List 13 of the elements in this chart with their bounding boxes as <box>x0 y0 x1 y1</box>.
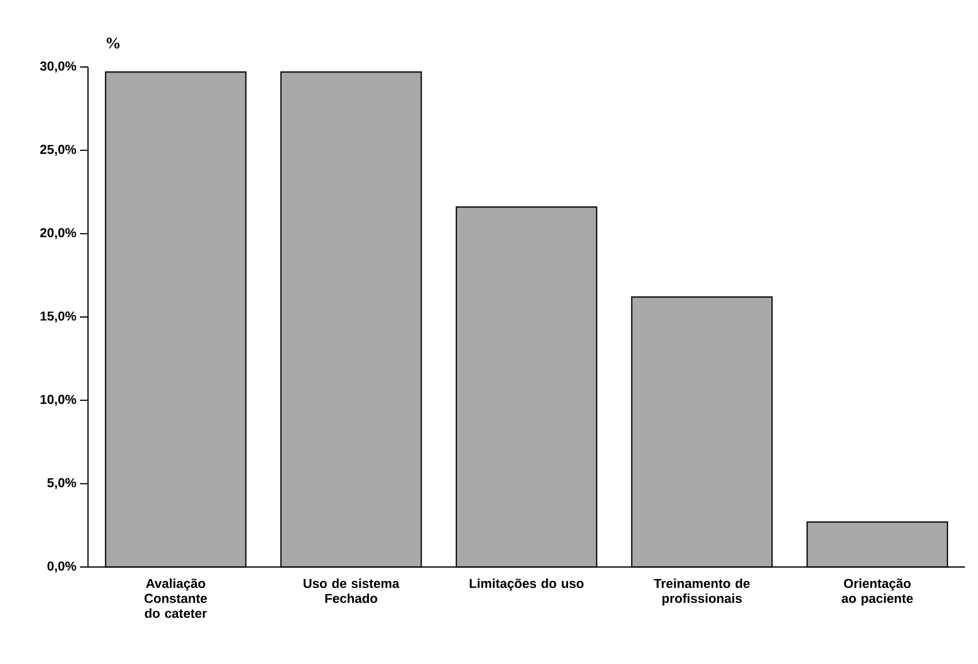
y-axis-title: % <box>106 38 120 48</box>
y-tick-label: 15,0% <box>40 311 76 323</box>
y-tick-label: 5,0% <box>47 478 76 490</box>
x-tick-label: Orientação ao paciente <box>842 578 913 606</box>
y-tick-label: 30,0% <box>40 61 76 73</box>
x-tick-label: Limitações do uso <box>470 578 584 591</box>
y-tick-label: 25,0% <box>40 144 76 156</box>
y-tick-label: 0,0% <box>47 561 76 573</box>
x-tick-label: Uso de sistema Fechado <box>304 578 400 603</box>
y-tick-label: 10,0% <box>40 394 76 406</box>
x-tick-label: Treinamento de profissionais <box>654 578 750 606</box>
x-tick-label: Avaliação Constante do cateter <box>144 578 207 618</box>
y-tick-label: 20,0% <box>40 228 76 240</box>
